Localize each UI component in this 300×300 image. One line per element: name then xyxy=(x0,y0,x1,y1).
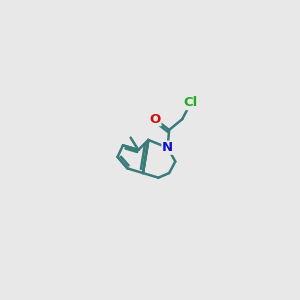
Text: O: O xyxy=(150,113,161,126)
Text: Cl: Cl xyxy=(184,97,198,110)
Text: N: N xyxy=(162,141,173,154)
